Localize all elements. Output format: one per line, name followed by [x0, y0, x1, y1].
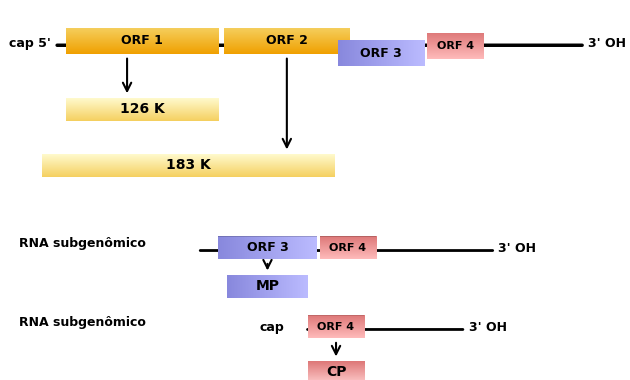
Text: 3' OH: 3' OH	[469, 321, 507, 334]
Text: cap 5': cap 5'	[9, 37, 52, 50]
Text: 3' OH: 3' OH	[588, 37, 626, 50]
Text: 3' OH: 3' OH	[498, 242, 537, 255]
Text: RNA subgenômico: RNA subgenômico	[18, 237, 146, 250]
Text: RNA subgenômico: RNA subgenômico	[18, 316, 146, 329]
Text: cap: cap	[259, 321, 284, 334]
